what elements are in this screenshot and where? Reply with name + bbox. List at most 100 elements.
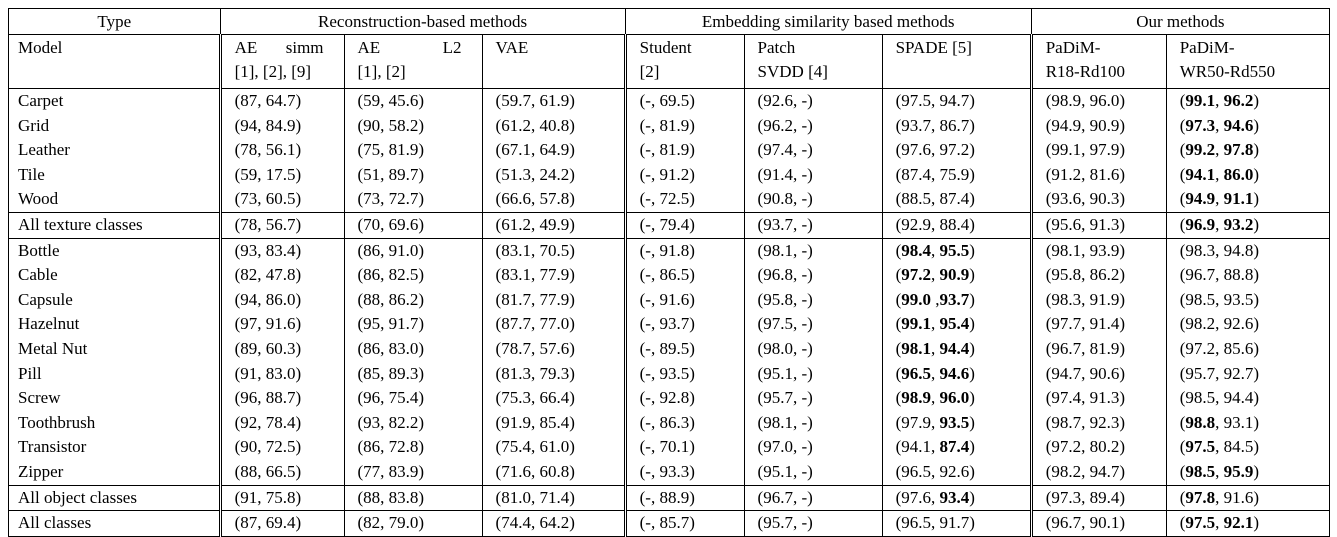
group-header-embedding: Embedding similarity based methods (625, 8, 1032, 35)
data-cell: (95, 91.7) (344, 312, 483, 337)
row-label: Carpet (8, 88, 222, 114)
data-cell: (96.7, -) (744, 485, 883, 512)
data-cell: (96.9, 93.2) (1166, 212, 1330, 239)
data-cell: (97.4, -) (744, 138, 883, 163)
data-cell: (96.5, 91.7) (882, 510, 1033, 537)
data-cell: (97.5, -) (744, 312, 883, 337)
data-cell: (81.3, 79.3) (482, 361, 627, 387)
table-row: All classes (87, 69.4) (82, 79.0) (74.4, 64… (8, 510, 1330, 537)
table-row: Zipper (88, 66.5) (77, 83.9) (71.6, 60.8) (-… (8, 459, 1330, 486)
data-cell: (97.3, 89.4) (1031, 485, 1167, 512)
data-cell: (91.9, 85.4) (482, 410, 627, 436)
data-cell: (-, 88.9) (625, 485, 745, 512)
data-cell: (83.1, 77.9) (482, 263, 627, 288)
data-cell: (97.3, 94.6) (1179, 115, 1260, 135)
data-cell: (97.2, 80.2) (1031, 435, 1167, 460)
data-cell: (98.1, 94.4) (882, 336, 1033, 362)
data-cell: (98.2, 94.7) (1031, 459, 1167, 486)
data-cell: (67.1, 64.9) (482, 138, 627, 163)
table-row: Carpet (87, 64.7) (59, 45.6) (59.7, 61.9) (-… (8, 88, 1330, 114)
data-cell: (97.5, 92.1) (1179, 513, 1260, 533)
model-header: Model (8, 34, 222, 89)
col-header-student: Student [2] (625, 34, 745, 89)
data-cell: (-, 92.8) (625, 386, 745, 411)
data-cell: (97.5, 94.7) (882, 88, 1033, 114)
data-cell: (70, 69.6) (344, 212, 483, 239)
row-label: All classes (8, 510, 222, 537)
row-label: All object classes (8, 485, 222, 512)
data-cell: (97.2, 85.6) (1179, 338, 1260, 358)
data-cell: (90, 72.5) (220, 435, 345, 460)
table-row: Capsule (94, 86.0) (88, 86.2) (81.7, 77.9)(… (8, 287, 1330, 313)
data-cell: (98.1, -) (744, 238, 883, 264)
data-cell: (-, 70.1) (625, 435, 745, 460)
data-cell: (97, 91.6) (220, 312, 345, 337)
data-cell: (87, 69.4) (220, 510, 345, 537)
data-cell: (93, 82.2) (344, 410, 483, 436)
row-label: Wood (8, 187, 222, 213)
data-cell: (94.9, 90.9) (1031, 113, 1167, 139)
data-cell: (95.8, 86.2) (1031, 263, 1167, 288)
data-cell: (-, 93.5) (625, 361, 745, 387)
data-cell: (87.4, 75.9) (882, 162, 1033, 188)
data-cell: (-, 81.9) (625, 138, 745, 163)
data-cell: (82, 79.0) (344, 510, 483, 537)
data-cell: (95.7, 92.7) (1179, 363, 1260, 383)
data-cell: (94.1, 86.0) (1179, 164, 1260, 184)
data-cell: (-, 93.7) (625, 312, 745, 337)
data-cell: (86, 91.0) (344, 238, 483, 264)
data-cell: (81.7, 77.9) (482, 287, 627, 313)
data-cell: (96.5, 94.6) (882, 361, 1033, 387)
table-row: Cable (82, 47.8) (86, 82.5) (83.1, 77.9) (-,… (8, 263, 1330, 288)
table-row: Hazelnut (97, 91.6) (95, 91.7) (87.7, 77.0)… (8, 312, 1330, 337)
col-header-vae: VAE (482, 34, 627, 89)
data-cell: (95.1, -) (744, 459, 883, 486)
data-cell: (-, 91.2) (625, 162, 745, 188)
data-cell: (96.7, 88.8) (1179, 265, 1260, 285)
data-cell: (83.1, 70.5) (482, 238, 627, 264)
data-cell: (61.2, 40.8) (482, 113, 627, 139)
data-cell: (98.7, 92.3) (1031, 410, 1167, 436)
data-cell: (91, 75.8) (220, 485, 345, 512)
data-cell: (61.2, 49.9) (482, 212, 627, 239)
data-cell: (95.8, -) (744, 287, 883, 313)
row-label: Transistor (8, 435, 222, 460)
data-cell: (98.8, 93.1) (1179, 412, 1260, 432)
table-row: Transistor (90, 72.5) (86, 72.8) (75.4, 61.… (8, 435, 1330, 460)
data-cell: (93.6, 90.3) (1031, 187, 1167, 213)
data-cell: (94.9, 91.1) (1166, 187, 1330, 213)
data-cell: (90.8, -) (744, 187, 883, 213)
col-header-spade: SPADE [5] (882, 34, 1033, 89)
data-cell: (98.9, 96.0) (882, 386, 1033, 411)
data-cell: (98.5, 94.4) (1179, 388, 1260, 408)
data-cell: (98.4, 95.5) (882, 238, 1033, 264)
model-header-label: Model (18, 38, 63, 57)
group-header-row: Type Reconstruction-based methods Embedd… (8, 8, 1330, 35)
data-cell: (-, 91.8) (625, 238, 745, 264)
group-header-our-methods: Our methods (1031, 8, 1330, 35)
row-label: Metal Nut (8, 336, 222, 362)
data-cell: (99.2, 97.8) (1179, 140, 1260, 160)
data-cell: (94.7, 90.6) (1031, 361, 1167, 387)
data-cell: (88, 66.5) (220, 459, 345, 486)
data-cell: (71.6, 60.8) (482, 459, 627, 486)
row-label: Grid (8, 113, 222, 139)
data-cell: (59, 45.6) (344, 88, 483, 114)
data-cell: (73, 72.7) (344, 187, 483, 213)
table-row: Grid (94, 84.9) (90, 58.2) (61.2, 40.8) (-, … (8, 113, 1330, 139)
data-cell: (75.3, 66.4) (482, 386, 627, 411)
data-cell: (97.6, 97.2) (882, 138, 1033, 163)
data-cell: (97.0, -) (744, 435, 883, 460)
data-cell: (75.4, 61.0) (482, 435, 627, 460)
data-cell: (78, 56.7) (220, 212, 345, 239)
model-header-row: Model AE simm [1], [2], [9] AE L2 [1], [… (8, 34, 1330, 89)
data-cell: (95.7, -) (744, 510, 883, 537)
table-row: Wood (73, 60.5) (73, 72.7) (66.6, 57.8) (-, … (8, 187, 1330, 213)
data-cell: (86, 72.8) (344, 435, 483, 460)
table-row: Toothbrush (92, 78.4) (93, 82.2) (91.9, 85.… (8, 410, 1330, 436)
data-cell: (78, 56.1) (220, 138, 345, 163)
data-cell: (94, 86.0) (220, 287, 345, 313)
data-cell: (96, 75.4) (344, 386, 483, 411)
data-cell: (96.5, 92.6) (882, 459, 1033, 486)
data-cell: (87, 64.7) (220, 88, 345, 114)
